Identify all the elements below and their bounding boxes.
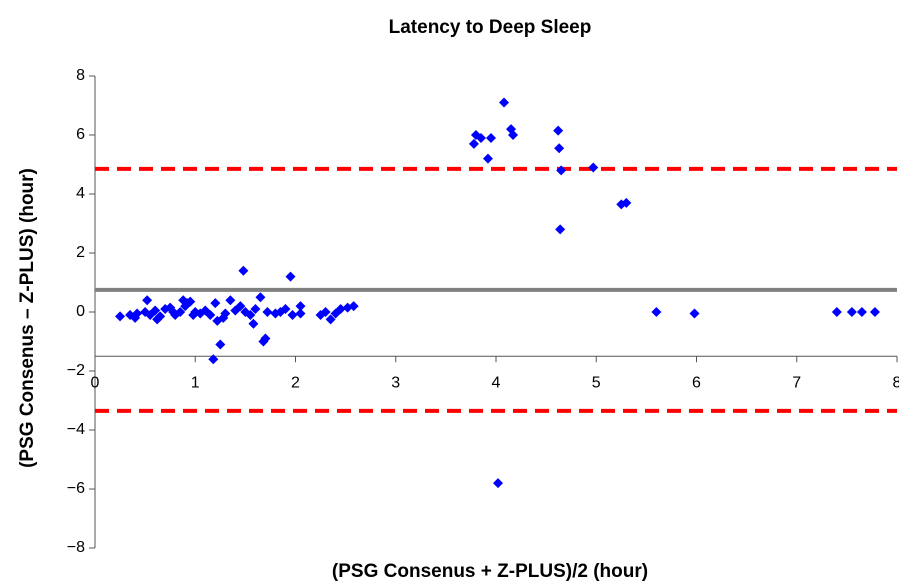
data-point — [588, 162, 599, 173]
data-point — [689, 308, 700, 319]
data-point — [208, 354, 219, 365]
data-point — [651, 307, 662, 317]
data-point — [499, 97, 510, 108]
data-point — [320, 307, 331, 317]
data-point — [295, 308, 306, 319]
data-point — [260, 333, 271, 344]
data-point — [485, 132, 496, 143]
data-point — [262, 307, 273, 317]
data-point — [238, 265, 249, 276]
x-tick-label: 1 — [191, 374, 200, 391]
data-point — [255, 292, 266, 303]
x-tick-label: 5 — [592, 374, 601, 391]
data-point — [132, 308, 143, 319]
x-axis-label: (PSG Consenus + Z-PLUS)/2 (hour) — [332, 561, 648, 582]
data-point — [250, 304, 261, 315]
y-tick-label: −2 — [67, 362, 85, 379]
data-point — [225, 295, 236, 306]
data-point — [475, 132, 486, 143]
data-point — [846, 307, 857, 317]
data-point — [280, 304, 291, 315]
data-point — [869, 307, 880, 317]
data-point — [555, 224, 566, 235]
y-tick-label: 0 — [76, 303, 85, 320]
data-point — [150, 305, 161, 316]
data-point — [831, 307, 842, 317]
y-tick-label: 4 — [76, 185, 85, 202]
data-point — [468, 138, 479, 149]
chart-title: Latency to Deep Sleep — [389, 17, 592, 38]
data-point — [325, 314, 336, 325]
data-point — [205, 309, 216, 320]
data-point — [554, 143, 565, 154]
x-tick-label: 3 — [391, 374, 400, 391]
data-point — [508, 130, 519, 140]
data-point — [215, 339, 226, 350]
data-point — [248, 318, 259, 329]
data-point — [155, 311, 166, 322]
data-point — [285, 271, 296, 282]
x-tick-label: 4 — [492, 374, 501, 391]
x-tick-label: 0 — [91, 374, 100, 391]
y-axis-label: (PSG Consenus – Z-PLUS) (hour) — [17, 168, 38, 468]
data-point — [482, 153, 493, 164]
data-point — [348, 301, 359, 312]
data-point — [245, 309, 256, 320]
data-point — [235, 301, 246, 312]
data-point — [210, 298, 221, 309]
x-tick-label: 8 — [893, 374, 899, 391]
data-point — [115, 311, 126, 322]
y-tick-label: −8 — [67, 539, 85, 556]
data-point — [175, 307, 186, 317]
y-tick-label: 6 — [76, 126, 85, 143]
data-point — [556, 165, 567, 176]
data-point — [220, 308, 231, 319]
y-tick-label: −4 — [67, 421, 85, 438]
data-point — [142, 295, 153, 306]
x-tick-label: 7 — [792, 374, 801, 391]
y-tick-label: 8 — [76, 67, 85, 84]
x-tick-label: 2 — [291, 374, 300, 391]
x-tick-label: 6 — [692, 374, 701, 391]
data-point — [621, 197, 632, 208]
data-point — [856, 307, 867, 317]
data-point — [493, 478, 504, 489]
data-point — [295, 301, 306, 312]
data-point — [287, 309, 298, 320]
y-tick-label: −6 — [67, 480, 85, 497]
y-tick-label: 2 — [76, 244, 85, 261]
data-point — [185, 296, 196, 307]
data-point — [335, 304, 346, 315]
data-point — [553, 125, 564, 136]
